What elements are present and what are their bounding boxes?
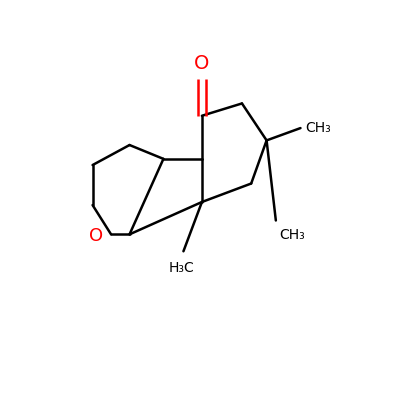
Text: CH₃: CH₃	[279, 228, 305, 242]
Text: CH₃: CH₃	[305, 121, 331, 135]
Text: O: O	[89, 227, 103, 245]
Text: O: O	[194, 54, 210, 73]
Text: H₃C: H₃C	[169, 260, 195, 274]
